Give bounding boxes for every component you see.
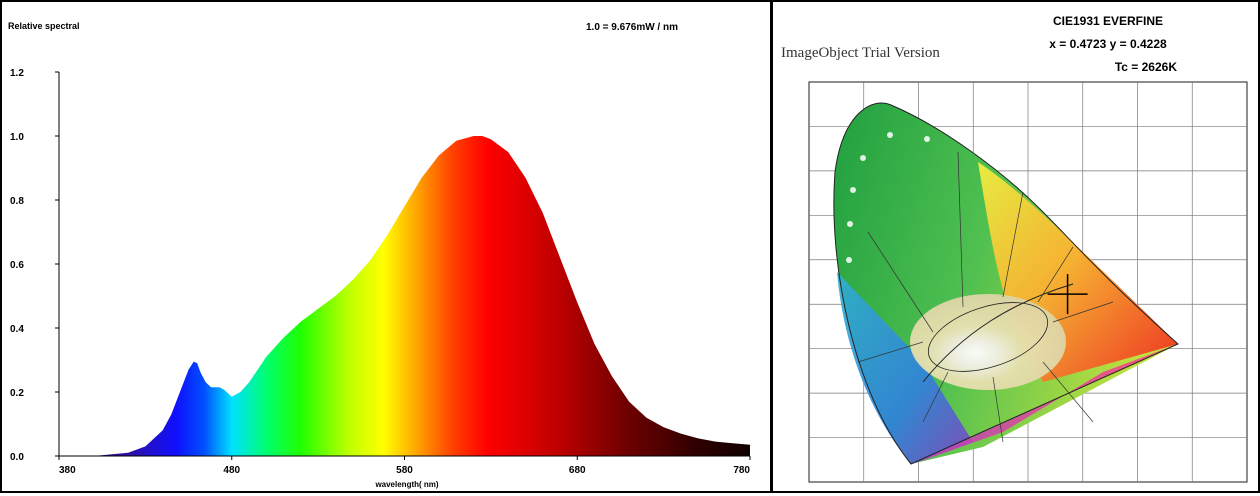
y-tick-label: 0.4 — [10, 324, 24, 335]
planckian-locus — [922, 283, 1074, 383]
cie-title: CIE1931 EVERFINE — [1053, 14, 1163, 28]
x-tick-label: 580 — [396, 465, 413, 476]
spectrum-area — [59, 136, 750, 456]
x-tick-label: 780 — [733, 465, 750, 476]
spectrum-chart-panel: Relative spectral 1.0 = 9.676mW / nm 0.0… — [0, 0, 772, 493]
cie-chromaticity-diagram: CIE1931 EVERFINE x = 0.4723 y = 0.4228 T… — [781, 14, 1248, 483]
spectral-locus-blue — [837, 272, 973, 464]
y-tick-label: 1.2 — [10, 68, 24, 79]
y-tick-label: 0.6 — [10, 260, 24, 271]
trial-watermark: ImageObject Trial Version — [781, 45, 940, 61]
spectral-locus-outline — [833, 102, 1179, 465]
chromaticity-point-marker — [1047, 274, 1088, 315]
spectrum-chart: Relative spectral 1.0 = 9.676mW / nm 0.0… — [8, 21, 751, 489]
x-tick-label: 480 — [223, 465, 240, 476]
x-tick-label: 680 — [569, 465, 586, 476]
relative-spectral-label: Relative spectral — [8, 21, 80, 31]
reference-note: 1.0 = 9.676mW / nm — [586, 22, 678, 33]
region-boundaries — [857, 151, 1114, 443]
y-tick-label: 0.0 — [10, 452, 24, 463]
white-point-region — [910, 294, 1066, 390]
y-tick-label: 1.0 — [10, 132, 24, 143]
x-axis-label: wavelength( nm) — [374, 480, 438, 489]
planckian-ellipse — [927, 302, 1049, 372]
cie-cct: Tc = 2626K — [1115, 60, 1177, 74]
cie-diagram-panel: CIE1931 EVERFINE x = 0.4723 y = 0.4228 T… — [771, 0, 1260, 493]
x-tick-label: 380 — [59, 465, 76, 476]
locus-wavelength-dots — [846, 132, 930, 263]
y-tick-label: 0.8 — [10, 196, 24, 207]
cie-coordinates: x = 0.4723 y = 0.4228 — [1049, 37, 1167, 51]
y-tick-label: 0.2 — [10, 388, 24, 399]
